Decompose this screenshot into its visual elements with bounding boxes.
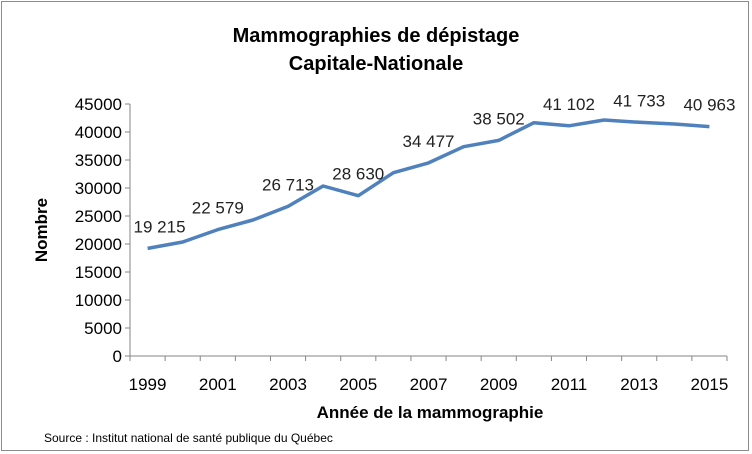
data-label: 22 579 [192, 199, 244, 218]
data-label: 40 963 [683, 96, 735, 115]
data-label: 19 215 [134, 217, 186, 236]
x-tick-label: 2005 [339, 375, 377, 394]
x-tick-label: 1999 [129, 375, 167, 394]
chart-title: Mammographies de dépistage [233, 25, 520, 47]
x-tick-label: 2013 [620, 375, 658, 394]
data-label: 28 630 [332, 165, 384, 184]
y-tick-label: 45000 [75, 95, 122, 114]
x-tick-label: 2015 [691, 375, 729, 394]
y-tick-label: 35000 [75, 151, 122, 170]
x-tick-label: 2003 [269, 375, 307, 394]
data-label: 41 102 [543, 95, 595, 114]
y-tick-label: 30000 [75, 179, 122, 198]
y-tick-label: 40000 [75, 123, 122, 142]
data-label: 38 502 [473, 109, 525, 128]
y-tick-label: 10000 [75, 291, 122, 310]
y-tick-label: 5000 [84, 319, 122, 338]
y-tick-label: 20000 [75, 235, 122, 254]
x-tick-label: 2001 [199, 375, 237, 394]
chart-subtitle: Capitale-Nationale [289, 53, 463, 75]
x-tick-label: 2011 [551, 375, 588, 394]
y-axis-title: Nombre [32, 198, 51, 262]
source-note: Source : Institut national de santé publ… [44, 431, 333, 445]
y-tick-label: 15000 [75, 263, 122, 282]
data-label: 41 733 [613, 91, 665, 110]
x-tick-label: 2007 [410, 375, 448, 394]
data-label: 34 477 [403, 132, 455, 151]
y-tick-label: 0 [113, 347, 122, 366]
x-axis-title: Année de la mammographie [317, 403, 544, 422]
y-tick-label: 25000 [75, 207, 122, 226]
data-label: 26 713 [262, 175, 314, 194]
x-tick-label: 2009 [480, 375, 518, 394]
